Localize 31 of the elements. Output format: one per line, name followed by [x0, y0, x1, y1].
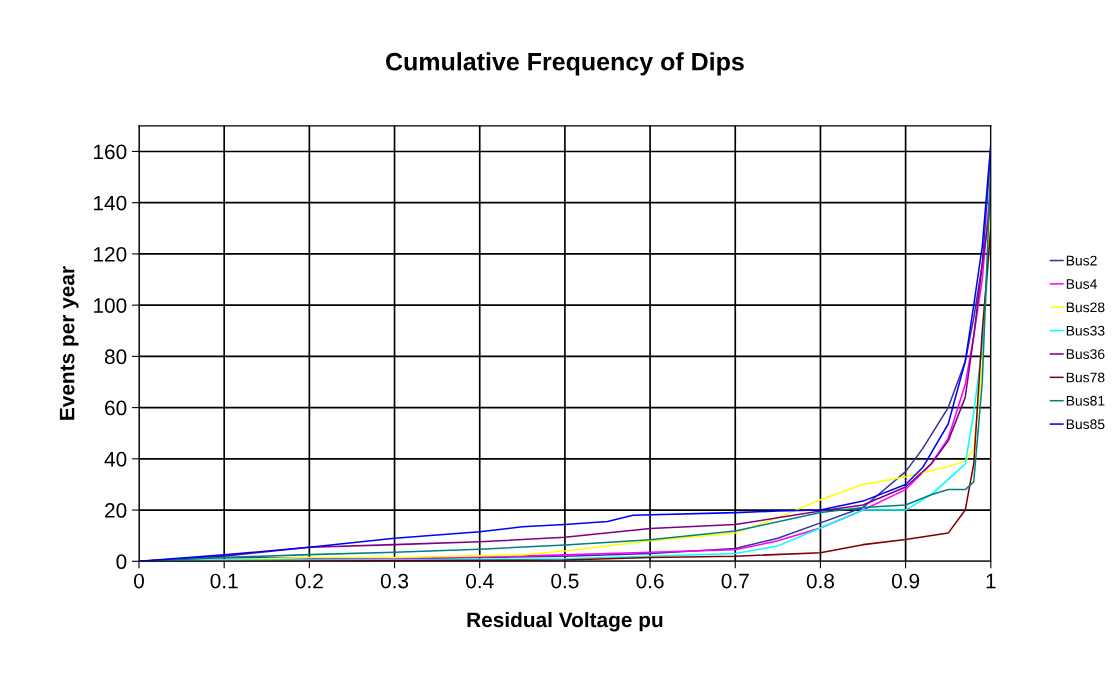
y-axis-title: Events per year	[59, 266, 79, 420]
legend-label: Bus36	[1066, 349, 1105, 359]
y-tick-label: 140	[94, 195, 127, 211]
y-tick-label: 160	[94, 144, 127, 160]
legend-label: Bus2	[1066, 255, 1097, 266]
y-tick-label: 20	[105, 503, 127, 518]
x-tick-label: 0.5	[551, 573, 579, 589]
legend-label: Bus28	[1066, 302, 1105, 313]
x-tick-label: 0.3	[380, 573, 409, 589]
legend-label: Bus4	[1066, 279, 1097, 289]
chart-title: Cumulative Frequency of Dips	[386, 52, 744, 76]
x-tick-label: 0.9	[891, 573, 920, 589]
x-tick-label: 0.1	[210, 573, 238, 589]
y-tick-label: 40	[104, 451, 127, 467]
y-tick-label: 60	[105, 400, 127, 416]
y-tick-label: 100	[94, 298, 127, 313]
legend-label: Bus85	[1066, 419, 1105, 430]
legend-label: Bus33	[1066, 325, 1105, 336]
x-tick-label: 0.8	[806, 573, 835, 589]
x-tick-label: 0.7	[721, 573, 749, 589]
x-tick-label: 1	[986, 573, 996, 589]
legend-label: Bus78	[1066, 372, 1105, 383]
y-tick-label: 80	[104, 349, 127, 365]
x-tick-label: 0.6	[636, 573, 664, 589]
y-tick-label: 120	[94, 246, 127, 262]
legend-label: Bus81	[1066, 395, 1105, 406]
y-tick-label: 0	[116, 554, 127, 570]
x-axis-title: Residual Voltage pu	[467, 611, 663, 632]
x-tick-label: 0.2	[295, 573, 323, 589]
x-tick-label: 0.4	[466, 573, 494, 589]
x-tick-label: 0	[134, 573, 144, 589]
